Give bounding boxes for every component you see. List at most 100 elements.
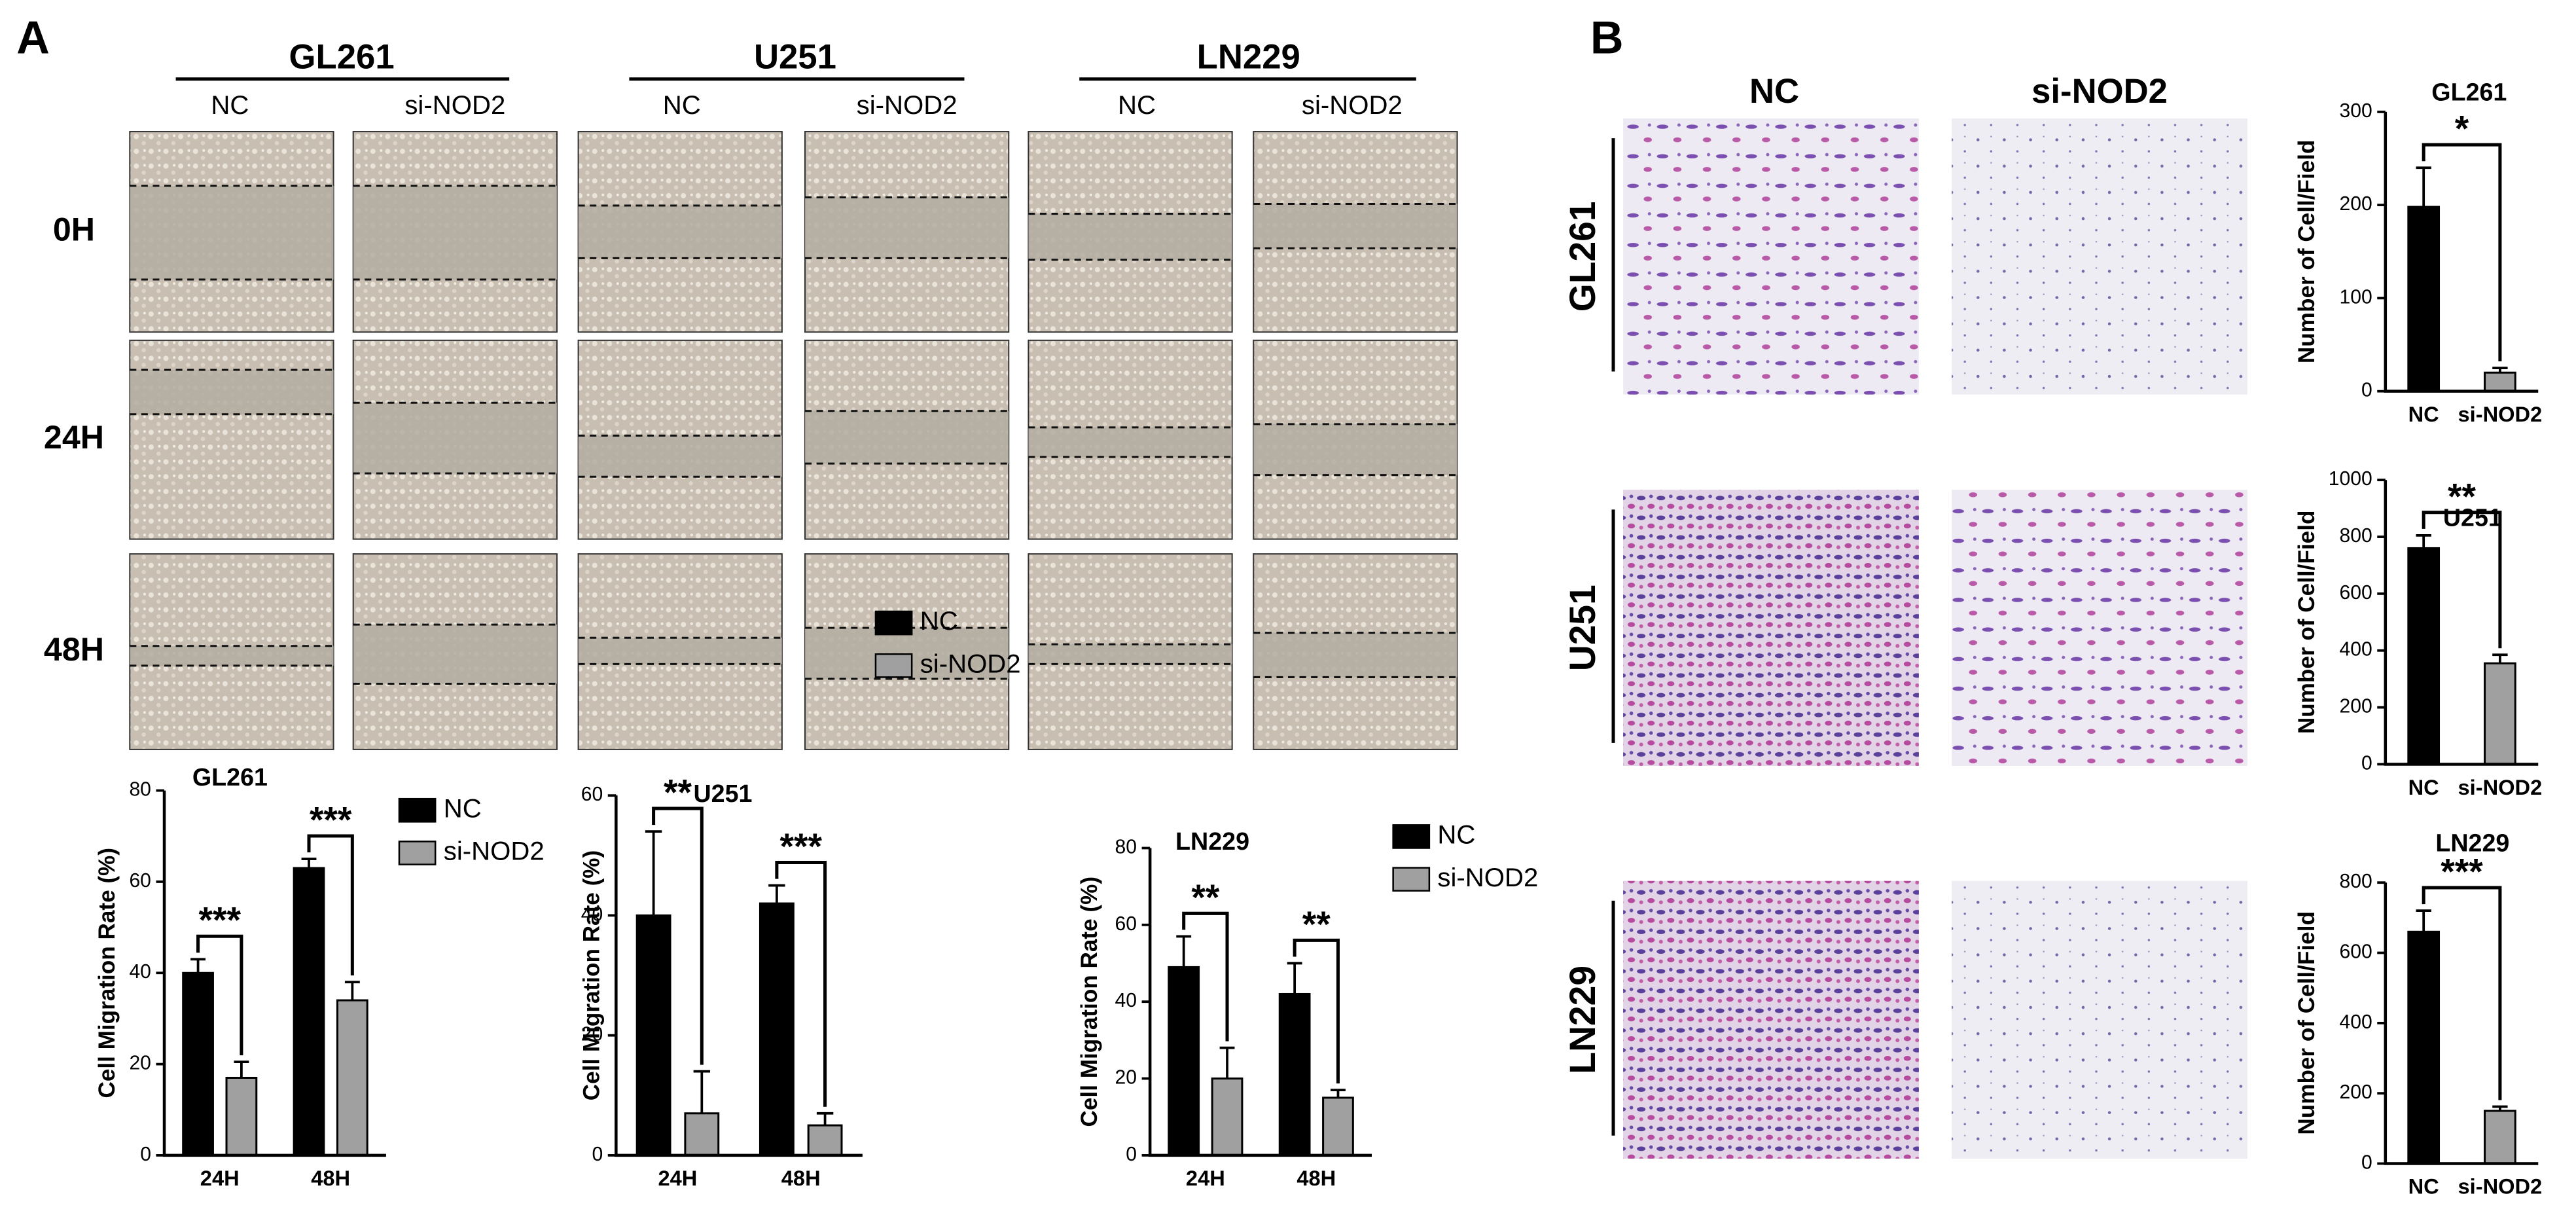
legend-swatch <box>398 841 437 865</box>
y-tick-label: 60 <box>129 870 151 892</box>
y-tick-label: 60 <box>1115 913 1137 935</box>
y-tick-label: 40 <box>129 961 151 983</box>
significance-bracket <box>652 806 704 1065</box>
axes <box>1148 848 1372 1157</box>
x-tick-label: 24H <box>1186 1166 1225 1190</box>
error-bar <box>1287 962 1302 994</box>
bar <box>635 914 671 1157</box>
chart-title: U251 <box>2443 503 2502 531</box>
bar <box>2407 547 2441 765</box>
legend-swatch <box>1392 867 1431 892</box>
legend-label: si-NOD2 <box>920 649 1021 678</box>
axes <box>2384 480 2539 766</box>
chart-title: LN229 <box>2435 829 2509 856</box>
y-axis-label: Number of Cell/Field <box>2294 511 2319 734</box>
wound-area <box>130 370 334 414</box>
x-tick-label: 24H <box>658 1166 698 1190</box>
chart-title: LN229 <box>1175 827 1249 855</box>
error-bar <box>1331 1089 1346 1098</box>
y-axis-label: Number of Cell/Field <box>2294 140 2319 364</box>
y-tick-label: 200 <box>2339 696 2372 717</box>
y-tick-label: 0 <box>2361 1151 2372 1173</box>
y-axis-label: Cell Migration Rate (%) <box>94 848 120 1098</box>
error-bar <box>2492 653 2508 664</box>
wound-area <box>578 435 782 477</box>
significance-label: ** <box>1191 877 1219 918</box>
cell-line-header: U251 <box>754 38 836 77</box>
transwell-image <box>1952 490 2247 766</box>
error-bar <box>301 858 317 869</box>
transwell-image <box>1623 118 1919 395</box>
y-tick-label: 40 <box>581 903 603 925</box>
error-bar <box>693 1070 711 1113</box>
axes <box>2384 882 2539 1165</box>
bar <box>2484 662 2516 765</box>
bar <box>759 902 795 1157</box>
bar <box>1211 1077 1243 1157</box>
axes <box>2384 111 2539 393</box>
significance-label: *** <box>2441 852 2483 892</box>
group-label: si-NOD2 <box>1302 90 1403 120</box>
transwell-image <box>1623 490 1919 766</box>
y-tick-label: 0 <box>592 1144 603 1165</box>
bar <box>225 1076 258 1157</box>
time-point-label: 48H <box>44 631 104 668</box>
y-tick-label: 800 <box>2339 525 2372 547</box>
bar <box>807 1124 843 1157</box>
x-tick-label: NC <box>2408 775 2439 799</box>
wound-area <box>353 625 557 684</box>
y-tick-label: 600 <box>2339 582 2372 604</box>
wound-area <box>353 185 557 280</box>
wound-area <box>1253 204 1458 249</box>
y-tick-label: 20 <box>1115 1067 1137 1089</box>
x-tick-label: 24H <box>200 1166 240 1190</box>
legend-swatch <box>874 610 913 636</box>
error-bar <box>190 958 206 973</box>
y-axis-label: Cell Migration Rate (%) <box>579 850 604 1101</box>
y-tick-label: 400 <box>2339 639 2372 661</box>
y-tick-label: 1000 <box>2329 468 2372 490</box>
significance-bracket <box>2422 511 2502 649</box>
y-tick-label: 80 <box>1115 836 1137 858</box>
cell-line-header: GL261 <box>289 38 395 77</box>
error-bar <box>645 830 662 916</box>
significance-bracket <box>2422 886 2502 1100</box>
legend-swatch <box>1392 824 1431 849</box>
y-tick-label: 20 <box>581 1024 603 1045</box>
y-tick-label: 80 <box>129 779 151 801</box>
group-header: NC <box>1749 72 1799 111</box>
transwell-image <box>1952 880 2247 1159</box>
significance-bracket <box>775 860 827 1107</box>
panel-label: B <box>1590 12 1624 63</box>
significance-bracket <box>1293 938 1340 1084</box>
bar <box>2484 1110 2516 1165</box>
y-tick-label: 400 <box>2339 1011 2372 1033</box>
wound-area <box>130 185 334 280</box>
bar <box>336 999 368 1157</box>
panel-label: A <box>16 12 50 63</box>
legend-swatch <box>874 653 913 678</box>
cell-line-header: LN229 <box>1197 38 1300 77</box>
time-point-label: 24H <box>44 419 104 456</box>
wound-area <box>353 403 557 474</box>
wound-area <box>805 197 1009 259</box>
group-label: NC <box>211 90 249 120</box>
time-point-label: 0H <box>53 211 95 247</box>
error-bar <box>1176 935 1192 968</box>
wound-area <box>805 410 1009 464</box>
cell-line-label: U251 <box>1562 585 1603 671</box>
y-tick-label: 0 <box>1126 1144 1137 1165</box>
wound-area <box>1253 424 1458 475</box>
error-bar <box>2492 1105 2508 1111</box>
legend-label: si-NOD2 <box>444 837 545 866</box>
wound-area <box>1028 427 1232 458</box>
bar <box>684 1112 720 1157</box>
legend-label: NC <box>920 606 958 636</box>
y-tick-label: 0 <box>2361 752 2372 774</box>
wound-area <box>1028 213 1232 260</box>
y-axis-label: Number of Cell/Field <box>2294 911 2319 1135</box>
y-tick-label: 200 <box>2339 1081 2372 1103</box>
transwell-image <box>1623 880 1919 1159</box>
y-tick-label: 0 <box>140 1144 151 1165</box>
error-bar <box>816 1112 834 1126</box>
